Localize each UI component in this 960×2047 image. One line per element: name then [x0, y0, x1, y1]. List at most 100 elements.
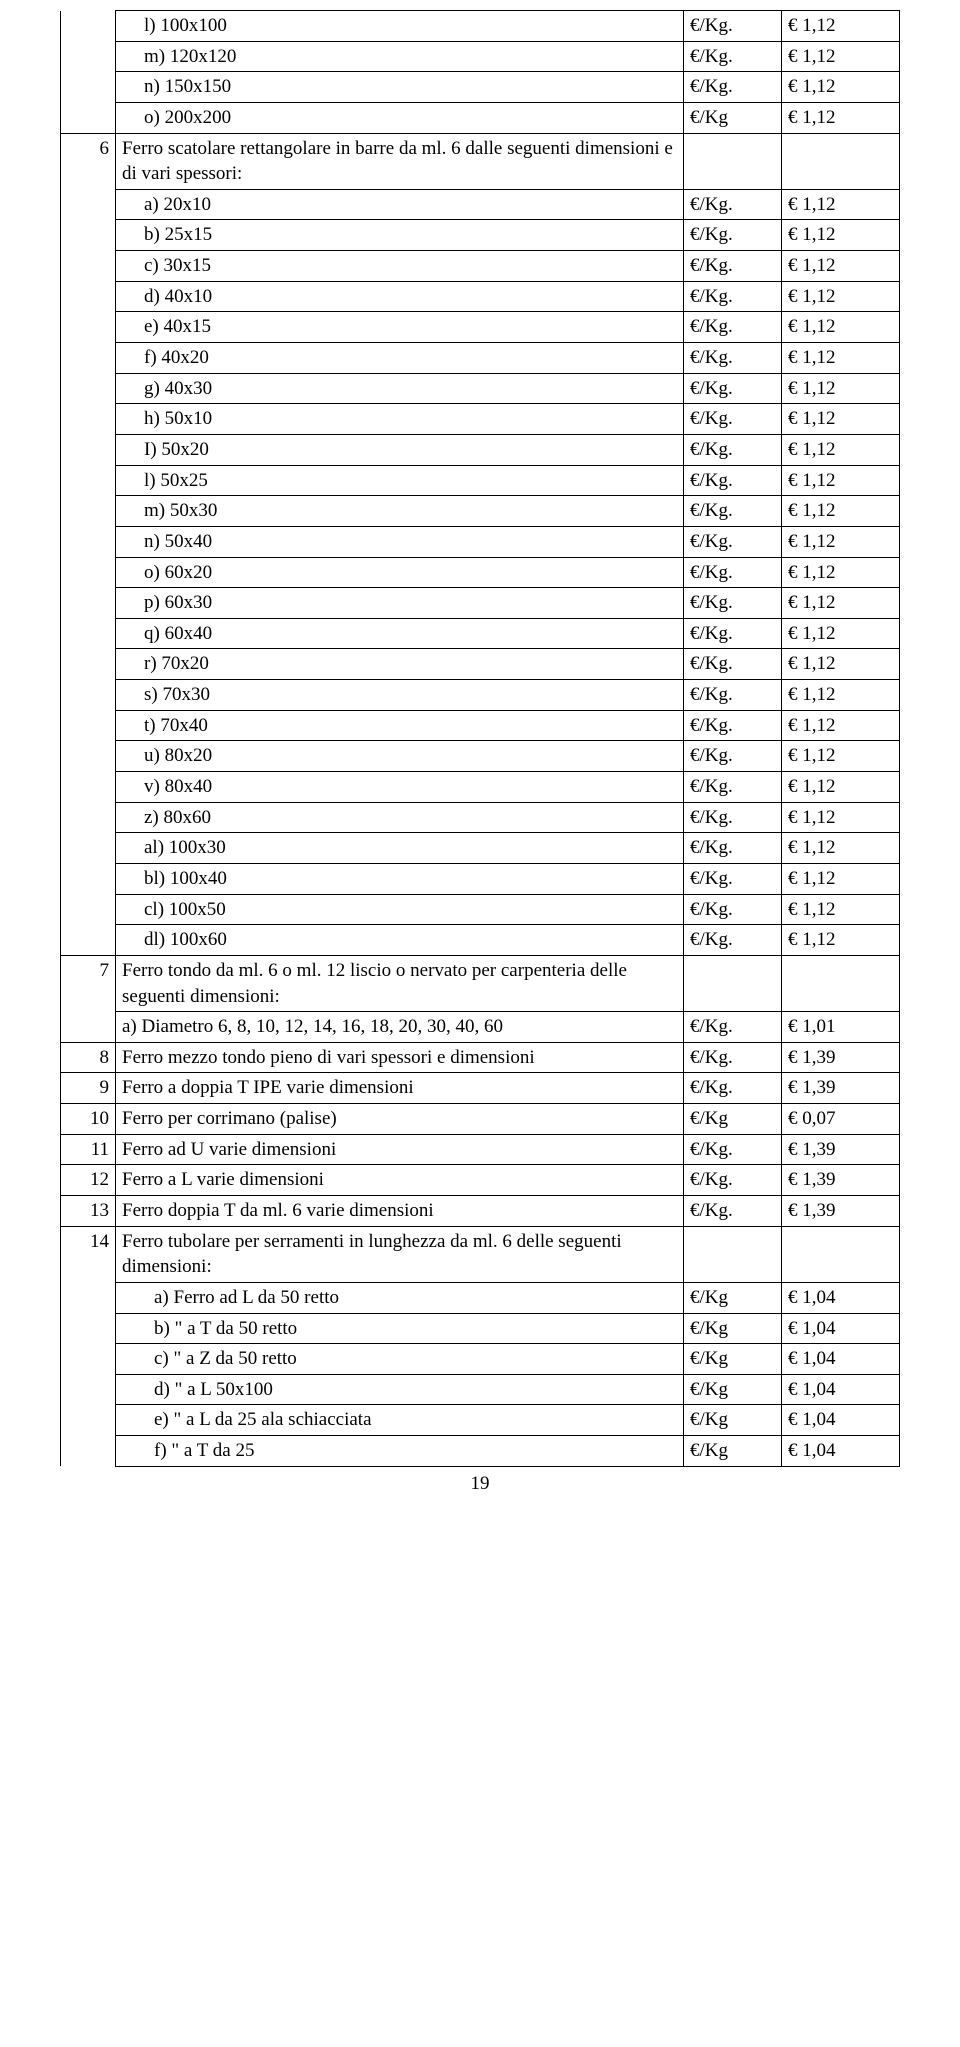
row-price: € 1,12	[782, 220, 900, 251]
row-price: € 1,12	[782, 802, 900, 833]
table-row: 7Ferro tondo da ml. 6 o ml. 12 liscio o …	[61, 955, 900, 1011]
row-number	[61, 11, 116, 42]
table-row: 8Ferro mezzo tondo pieno di vari spessor…	[61, 1042, 900, 1073]
row-number: 6	[61, 133, 116, 189]
row-number	[61, 863, 116, 894]
row-number	[61, 772, 116, 803]
row-price: € 1,39	[782, 1195, 900, 1226]
row-unit	[684, 1226, 782, 1282]
row-price: € 1,12	[782, 526, 900, 557]
row-description: l) 100x100	[116, 11, 684, 42]
table-row: f) 40x20€/Kg.€ 1,12	[61, 343, 900, 374]
table-row: r) 70x20€/Kg.€ 1,12	[61, 649, 900, 680]
row-description: a) Ferro ad L da 50 retto	[116, 1282, 684, 1313]
row-description: m) 120x120	[116, 41, 684, 72]
table-row: 6Ferro scatolare rettangolare in barre d…	[61, 133, 900, 189]
row-number	[61, 434, 116, 465]
table-row: h) 50x10€/Kg.€ 1,12	[61, 404, 900, 435]
row-price: € 1,12	[782, 741, 900, 772]
row-price: € 1,12	[782, 710, 900, 741]
row-unit: €/Kg	[684, 1344, 782, 1375]
row-number	[61, 1405, 116, 1436]
table-row: u) 80x20€/Kg.€ 1,12	[61, 741, 900, 772]
table-row: f) " a T da 25€/Kg€ 1,04	[61, 1436, 900, 1467]
table-row: m) 120x120€/Kg.€ 1,12	[61, 41, 900, 72]
row-description: c) " a Z da 50 retto	[116, 1344, 684, 1375]
table-row: n) 150x150€/Kg.€ 1,12	[61, 72, 900, 103]
row-price: € 1,12	[782, 312, 900, 343]
row-unit: €/Kg.	[684, 863, 782, 894]
row-description: Ferro a L varie dimensioni	[116, 1165, 684, 1196]
row-price: € 1,12	[782, 618, 900, 649]
row-unit: €/Kg	[684, 1104, 782, 1135]
row-price: € 1,12	[782, 894, 900, 925]
row-description: l) 50x25	[116, 465, 684, 496]
row-description: Ferro a doppia T IPE varie dimensioni	[116, 1073, 684, 1104]
row-price: € 1,12	[782, 72, 900, 103]
table-row: e) 40x15€/Kg.€ 1,12	[61, 312, 900, 343]
row-price: € 1,12	[782, 496, 900, 527]
row-price: € 1,12	[782, 434, 900, 465]
row-unit: €/Kg.	[684, 618, 782, 649]
row-price: € 1,39	[782, 1073, 900, 1104]
row-description: c) 30x15	[116, 251, 684, 282]
row-unit	[684, 955, 782, 1011]
row-unit: €/Kg.	[684, 526, 782, 557]
row-unit: €/Kg.	[684, 710, 782, 741]
table-row: a) Ferro ad L da 50 retto€/Kg€ 1,04	[61, 1282, 900, 1313]
row-number	[61, 588, 116, 619]
row-description: z) 80x60	[116, 802, 684, 833]
table-row: al) 100x30€/Kg.€ 1,12	[61, 833, 900, 864]
row-number	[61, 802, 116, 833]
row-description: m) 50x30	[116, 496, 684, 527]
row-number	[61, 741, 116, 772]
row-number: 12	[61, 1165, 116, 1196]
row-number	[61, 526, 116, 557]
row-unit: €/Kg.	[684, 343, 782, 374]
row-number	[61, 404, 116, 435]
table-row: 13Ferro doppia T da ml. 6 varie dimensio…	[61, 1195, 900, 1226]
row-price: € 1,39	[782, 1165, 900, 1196]
table-row: 11Ferro ad U varie dimensioni€/Kg.€ 1,39	[61, 1134, 900, 1165]
row-description: s) 70x30	[116, 680, 684, 711]
row-description: p) 60x30	[116, 588, 684, 619]
row-price: € 1,12	[782, 772, 900, 803]
row-number	[61, 312, 116, 343]
table-row: a) Diametro 6, 8, 10, 12, 14, 16, 18, 20…	[61, 1012, 900, 1043]
table-row: bl) 100x40€/Kg.€ 1,12	[61, 863, 900, 894]
row-number	[61, 465, 116, 496]
row-price: € 1,12	[782, 11, 900, 42]
document-page: l) 100x100€/Kg.€ 1,12m) 120x120€/Kg.€ 1,…	[0, 0, 960, 1515]
row-unit: €/Kg.	[684, 312, 782, 343]
row-number: 14	[61, 1226, 116, 1282]
table-row: 10Ferro per corrimano (palise)€/Kg€ 0,07	[61, 1104, 900, 1135]
row-price: € 1,12	[782, 465, 900, 496]
row-number: 11	[61, 1134, 116, 1165]
table-row: g) 40x30€/Kg.€ 1,12	[61, 373, 900, 404]
row-description: t) 70x40	[116, 710, 684, 741]
row-number	[61, 281, 116, 312]
row-price: € 1,04	[782, 1344, 900, 1375]
row-price	[782, 1226, 900, 1282]
row-description: Ferro scatolare rettangolare in barre da…	[116, 133, 684, 189]
row-number	[61, 72, 116, 103]
row-description: d) " a L 50x100	[116, 1374, 684, 1405]
table-row: o) 200x200€/Kg€ 1,12	[61, 102, 900, 133]
row-description: e) " a L da 25 ala schiacciata	[116, 1405, 684, 1436]
row-number	[61, 1374, 116, 1405]
row-price: € 1,04	[782, 1313, 900, 1344]
table-row: e) " a L da 25 ala schiacciata€/Kg€ 1,04	[61, 1405, 900, 1436]
row-unit: €/Kg.	[684, 1073, 782, 1104]
row-number	[61, 1344, 116, 1375]
row-number	[61, 189, 116, 220]
row-description: I) 50x20	[116, 434, 684, 465]
row-description: r) 70x20	[116, 649, 684, 680]
row-number	[61, 649, 116, 680]
row-unit: €/Kg.	[684, 833, 782, 864]
row-number: 9	[61, 1073, 116, 1104]
row-price: € 1,12	[782, 373, 900, 404]
row-price: € 1,12	[782, 557, 900, 588]
row-unit: €/Kg.	[684, 680, 782, 711]
table-row: c) " a Z da 50 retto€/Kg€ 1,04	[61, 1344, 900, 1375]
table-row: b) 25x15€/Kg.€ 1,12	[61, 220, 900, 251]
